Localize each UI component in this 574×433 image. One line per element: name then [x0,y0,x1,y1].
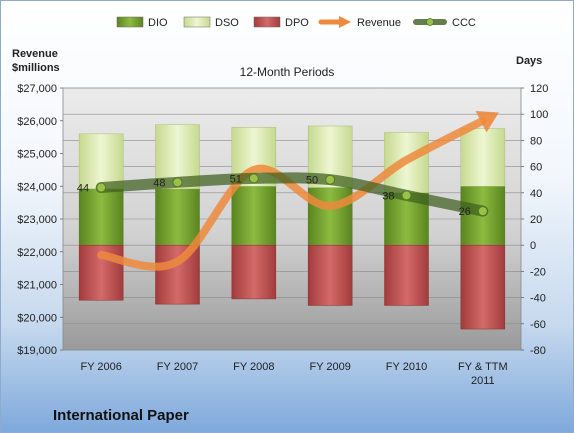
ccc-data-label: 48 [153,177,165,189]
right-tick-label: 120 [530,83,548,95]
bar-dio [231,186,277,246]
ccc-line [95,172,489,217]
bar-dso [78,133,124,190]
legend-swatch-dso [183,16,211,28]
ccc-data-label: 38 [382,190,394,202]
left-tick-label: $26,000 [17,116,57,128]
right-tick-label: -20 [530,266,546,278]
bar-marks [78,124,506,330]
right-tick-label: 0 [530,240,536,252]
left-tick-label: $21,000 [17,280,57,292]
legend: DIO DSO DPO Revenue CCC [116,16,476,29]
axes: $19,000 $20,000 $21,000 $22,000 $23,000 $24,0… [17,83,548,387]
ccc-point [477,206,488,217]
left-tick-label: $24,000 [17,181,57,193]
bar-dpo [384,244,429,306]
ccc-data-label: 51 [230,173,242,185]
right-axis-label: Days [516,55,542,67]
left-axis-label-line2: $millions [12,62,60,74]
category-label: FY 2010 [386,361,427,373]
left-tick-label: $23,000 [17,214,57,226]
bar-dso [460,128,506,187]
legend-swatch-dpo [253,16,281,28]
bar-dio [155,188,200,246]
revenue-arrowhead [475,110,499,133]
legend-label: DIO [148,17,168,29]
bar-dio [78,188,124,246]
right-tick-label: 40 [530,188,542,200]
category-label: FY 2007 [157,361,198,373]
ccc-point [96,182,107,193]
right-tick-label: 100 [530,109,548,121]
left-tick-label: $20,000 [17,312,57,324]
left-tick-label: $19,000 [17,345,57,357]
left-tick-label: $27,000 [17,83,57,95]
ccc-data-label: 50 [306,175,318,187]
legend-point-ccc [426,18,434,26]
legend-label: DPO [285,17,309,29]
category-label: FY & TTM 2011 [458,361,508,387]
right-tick-label: -80 [530,345,546,357]
right-tick-label: -60 [530,319,546,331]
ccc-point [248,173,259,184]
legend-swatch-dio [116,16,144,28]
right-tick-label: 80 [530,135,542,147]
right-tick-label: 20 [530,214,542,226]
company-name: International Paper [53,407,189,424]
bar-dpo [460,244,506,330]
legend-label: DSO [215,17,239,29]
ccc-point [172,177,183,188]
bar-dpo [231,244,277,300]
bar-dpo [155,244,200,305]
legend-label: Revenue [357,17,401,29]
ccc-data-label: 44 [77,183,89,195]
legend-arrowhead-revenue [339,16,351,28]
left-tick-label: $22,000 [17,247,57,259]
chart-title: 12-Month Periods [240,65,335,79]
category-label: FY 2006 [80,361,121,373]
line-marks: 44 48 51 50 38 26 [77,110,499,271]
ccc-data-label: 26 [459,206,471,218]
left-tick-label: $25,000 [17,149,57,161]
bar-dpo [307,244,353,306]
legend-label: CCC [452,17,476,29]
left-axis-label-line1: Revenue [12,48,58,60]
gridlines [63,113,521,325]
right-tick-label: 60 [530,162,542,174]
category-label: FY 2008 [233,361,274,373]
right-tick-label: -40 [530,293,546,305]
ccc-point [325,174,336,185]
ccc-point [401,190,412,201]
category-label: FY 2009 [309,361,350,373]
bar-dio [307,187,353,246]
